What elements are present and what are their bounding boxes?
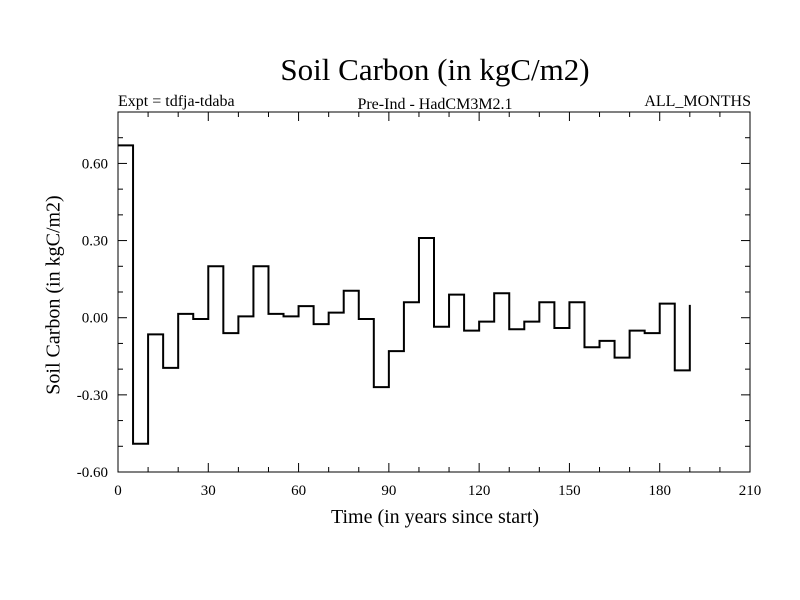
x-tick-label: 210 bbox=[739, 483, 762, 499]
y-tick-label: -0.60 bbox=[77, 465, 108, 481]
experiment-label: Expt = tdfja-tdaba bbox=[118, 93, 235, 110]
y-tick-label: 0.00 bbox=[82, 311, 108, 327]
y-tick-label: -0.30 bbox=[77, 388, 108, 404]
x-tick-label: 180 bbox=[648, 483, 671, 499]
axis-ticks bbox=[117, 111, 751, 473]
x-tick-label: 150 bbox=[558, 483, 581, 499]
y-tick-label: 0.60 bbox=[82, 156, 108, 172]
x-tick-label: 90 bbox=[381, 483, 396, 499]
run-label: Pre-Ind - HadCM3M2.1 bbox=[357, 96, 513, 113]
months-label: ALL_MONTHS bbox=[644, 93, 751, 110]
x-tick-label: 60 bbox=[291, 483, 306, 499]
series-line bbox=[118, 144, 691, 445]
x-tick-label: 120 bbox=[468, 483, 491, 499]
chart-title: Soil Carbon (in kgC/m2) bbox=[280, 52, 590, 87]
x-tick-label: 30 bbox=[201, 483, 216, 499]
tick-labels: 0 30 60 90 120 150 180 210 -0.60 -0.30 0.00 0.30 0.6… bbox=[77, 156, 762, 499]
y-tick-label: 0.30 bbox=[82, 234, 108, 250]
x-tick-label: 0 bbox=[114, 483, 122, 499]
x-axis-label: Time (in years since start) bbox=[330, 506, 540, 528]
